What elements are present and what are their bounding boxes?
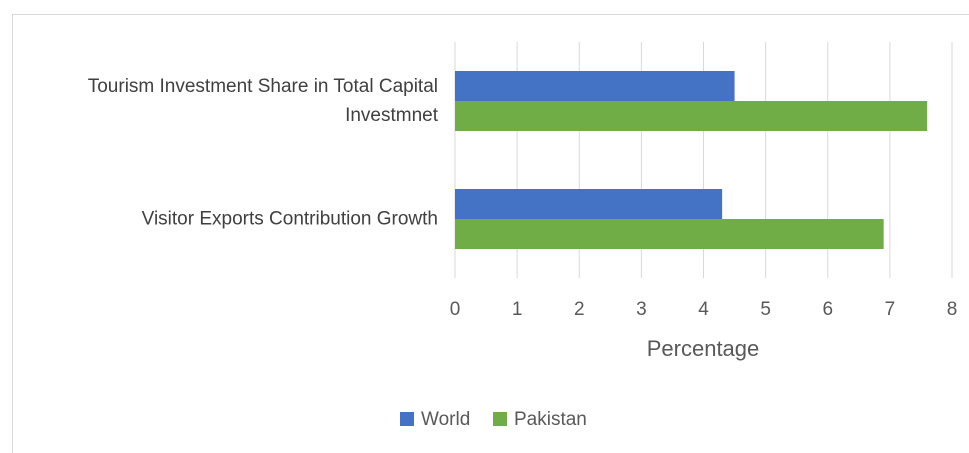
chart-border bbox=[12, 14, 969, 453]
legend-swatch bbox=[493, 412, 507, 426]
x-tick-label: 0 bbox=[450, 299, 461, 320]
category-label: Tourism Investment Share in Total Capita… bbox=[87, 76, 438, 126]
legend-label: Pakistan bbox=[514, 409, 587, 430]
x-tick-label: 6 bbox=[822, 299, 833, 320]
legend-label: World bbox=[421, 409, 470, 430]
bar bbox=[455, 189, 723, 219]
x-tick-label: 3 bbox=[636, 299, 647, 320]
x-tick-label: 2 bbox=[574, 299, 585, 320]
x-tick-label: 7 bbox=[885, 299, 896, 320]
x-tick-label: 4 bbox=[698, 299, 709, 320]
category-label: Visitor Exports Contribution Growth bbox=[141, 208, 438, 230]
x-tick-label: 1 bbox=[512, 299, 523, 320]
legend-swatch bbox=[400, 412, 414, 426]
bar bbox=[455, 219, 884, 249]
bar bbox=[455, 71, 735, 101]
bar bbox=[455, 101, 928, 131]
x-tick-label: 8 bbox=[947, 299, 958, 320]
x-tick-label: 5 bbox=[760, 299, 771, 320]
x-axis-title: Percentage bbox=[647, 336, 760, 361]
